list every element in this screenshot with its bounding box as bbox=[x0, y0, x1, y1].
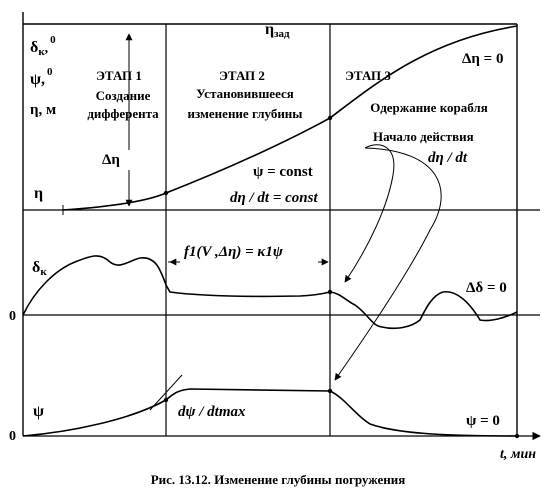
axis-label-delta-sub: к bbox=[38, 46, 45, 58]
stage1-line1: Создание bbox=[96, 88, 151, 103]
eta-point-stage1 bbox=[163, 190, 169, 196]
stage3-line1: Одержание корабля bbox=[370, 100, 488, 115]
eta-curve bbox=[62, 25, 518, 211]
delta-k-curve bbox=[22, 255, 518, 330]
f1-formula: f1(V ,Δη) = κ1ψ bbox=[184, 244, 284, 260]
start-action-arrow-1 bbox=[344, 144, 395, 283]
x-axis-label: t, мин bbox=[500, 447, 536, 462]
eta-row-label: η bbox=[34, 185, 43, 202]
psi-curve bbox=[22, 388, 518, 437]
psi-zero-label: ψ = 0 bbox=[466, 413, 500, 429]
figure-caption: Рис. 13.12. Изменение глубины погружения bbox=[151, 472, 406, 487]
delta-point-stage2 bbox=[327, 289, 333, 295]
psi-const: ψ = const bbox=[253, 164, 313, 180]
tangent-line bbox=[149, 374, 183, 411]
psi-point-stage2 bbox=[327, 388, 333, 394]
delta-delta-zero: Δδ = 0 bbox=[466, 280, 507, 296]
top-eta-label: ηзад bbox=[265, 21, 290, 40]
stage2-title: ЭТАП 2 bbox=[219, 68, 265, 83]
delta-eta-zero: Δη = 0 bbox=[462, 51, 503, 67]
start-action-arrow-2 bbox=[334, 147, 442, 381]
deta-dt-label: dη / dt bbox=[428, 150, 468, 166]
delta-row-subscript: к bbox=[40, 266, 47, 278]
psi-row-label: ψ bbox=[33, 403, 44, 420]
stage2-line2: изменение глубины bbox=[188, 106, 303, 121]
stage3-title: ЭТАП 3 bbox=[345, 68, 391, 83]
eta-point-stage2 bbox=[327, 115, 333, 121]
deta-dt-const: dη / dt = const bbox=[230, 190, 318, 206]
delta-eta-label: Δη bbox=[102, 152, 120, 168]
top-eta-subscript: зад bbox=[274, 28, 290, 40]
psi-point-stage1 bbox=[163, 397, 169, 403]
zero-bottom-label: 0 bbox=[9, 429, 16, 444]
zero-mid-label: 0 bbox=[9, 309, 16, 324]
delta-row-label: δк bbox=[32, 259, 47, 278]
dpsi-dtmax-label: dψ / dtmax bbox=[178, 404, 246, 420]
axis-label-eta: η, м bbox=[30, 102, 56, 118]
start-action-label: Начало действия bbox=[373, 129, 474, 144]
psi-point-end bbox=[514, 433, 520, 439]
axis-label-delta: δк,0 bbox=[30, 34, 56, 58]
stage1-line2: дифферента bbox=[87, 106, 159, 121]
stage2-line1: Установившееся bbox=[196, 86, 294, 101]
stage1-title: ЭТАП 1 bbox=[96, 68, 142, 83]
axis-label-psi-sup: 0 bbox=[47, 66, 53, 78]
axis-label-delta-tail: , bbox=[45, 41, 49, 56]
axis-label-psi: ψ, 0 bbox=[30, 66, 53, 88]
axis-label-delta-sup: 0 bbox=[50, 34, 56, 46]
